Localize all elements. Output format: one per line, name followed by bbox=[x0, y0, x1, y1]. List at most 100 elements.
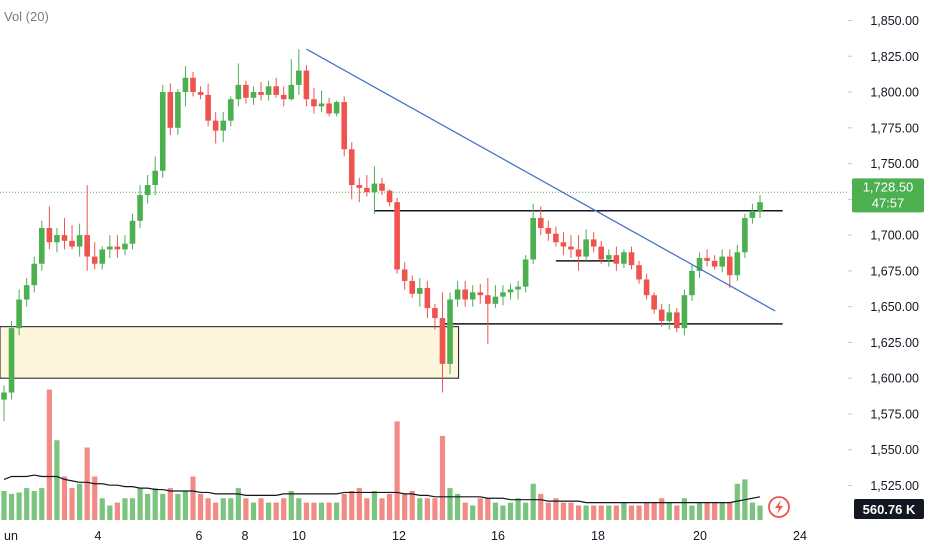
candle-body bbox=[303, 70, 310, 100]
demand-zone bbox=[0, 326, 460, 379]
volume-bar bbox=[689, 505, 695, 520]
candle-body bbox=[469, 292, 476, 300]
price-tick-label: 1,525.00 bbox=[870, 479, 919, 493]
candle bbox=[515, 280, 521, 300]
candle bbox=[560, 232, 567, 256]
candle bbox=[492, 285, 499, 309]
candle-body bbox=[91, 256, 98, 264]
volume-bar bbox=[24, 488, 30, 520]
volume-bar bbox=[734, 483, 740, 520]
candle-body bbox=[356, 185, 363, 188]
candle bbox=[114, 235, 121, 259]
volume-bar bbox=[349, 491, 355, 520]
candle bbox=[371, 166, 378, 214]
volume-bar bbox=[485, 498, 491, 520]
candle-body bbox=[386, 190, 393, 203]
volume-bar bbox=[1, 491, 7, 520]
candle-body bbox=[598, 246, 605, 260]
candle bbox=[356, 177, 363, 203]
candle-body bbox=[122, 243, 128, 250]
volume-bar bbox=[167, 488, 173, 520]
candle-body bbox=[235, 84, 242, 100]
candle bbox=[364, 175, 370, 197]
candle-body bbox=[621, 252, 627, 264]
candle bbox=[273, 77, 279, 98]
candle bbox=[250, 86, 257, 105]
candle bbox=[545, 220, 552, 241]
candle-body bbox=[575, 249, 582, 257]
volume-bar bbox=[719, 502, 725, 520]
candle bbox=[583, 229, 589, 261]
candle bbox=[84, 185, 90, 271]
candle-body bbox=[477, 292, 484, 296]
volume-bar bbox=[250, 502, 257, 520]
candle-body bbox=[696, 258, 703, 271]
volume-bar bbox=[492, 502, 498, 520]
volume-value: 560.76 K bbox=[863, 502, 916, 517]
volume-bar bbox=[371, 491, 378, 520]
candle bbox=[696, 252, 703, 279]
volume-bar bbox=[334, 502, 340, 520]
candle bbox=[689, 263, 695, 301]
volume-bar bbox=[31, 491, 37, 520]
volume-bar bbox=[92, 476, 98, 520]
candle-body bbox=[742, 217, 748, 253]
candle bbox=[711, 255, 718, 270]
volume-bar bbox=[477, 498, 483, 520]
time-tick-label: 16 bbox=[491, 529, 505, 543]
candle bbox=[228, 96, 234, 127]
candle-body bbox=[545, 227, 552, 234]
indicator-label: Vol (20) bbox=[4, 9, 49, 24]
candle bbox=[643, 273, 650, 300]
volume-bar bbox=[356, 488, 362, 520]
candle bbox=[575, 235, 582, 271]
candle-body bbox=[265, 86, 272, 95]
volume-bar bbox=[386, 493, 393, 520]
candle bbox=[91, 242, 98, 270]
candle-body bbox=[613, 255, 620, 264]
candle bbox=[432, 303, 438, 330]
price-tick-label: 1,850.00 bbox=[870, 14, 919, 28]
candle-body bbox=[129, 220, 136, 244]
trendline bbox=[306, 48, 776, 312]
candle-body bbox=[167, 92, 174, 128]
candle-body bbox=[658, 309, 665, 321]
candle bbox=[159, 84, 166, 178]
volume-bar bbox=[197, 493, 204, 520]
candle-body bbox=[507, 289, 514, 293]
candle-body bbox=[734, 252, 741, 276]
candle-body bbox=[726, 256, 733, 276]
volume-bar bbox=[129, 498, 136, 520]
candle-body bbox=[348, 149, 355, 186]
price-tick-label: 1,550.00 bbox=[870, 443, 919, 457]
candle bbox=[621, 249, 627, 269]
volume-bar bbox=[213, 502, 219, 520]
candle bbox=[296, 49, 302, 95]
candle bbox=[613, 246, 620, 271]
candle-body bbox=[182, 77, 189, 93]
lightning-icon[interactable] bbox=[768, 496, 790, 518]
candle bbox=[606, 249, 612, 267]
candle-body bbox=[454, 289, 461, 300]
candle bbox=[439, 292, 446, 393]
volume-bar bbox=[318, 502, 325, 520]
candle bbox=[326, 97, 332, 117]
volume-bar bbox=[757, 505, 763, 520]
candle-body bbox=[711, 260, 718, 267]
candle bbox=[409, 275, 416, 299]
candle bbox=[681, 289, 688, 336]
candle bbox=[333, 100, 340, 117]
candle-body bbox=[568, 246, 574, 250]
volume-bar bbox=[447, 488, 453, 520]
candle bbox=[76, 223, 83, 257]
candle bbox=[417, 278, 423, 307]
volume-bar bbox=[523, 502, 529, 520]
candle-body bbox=[23, 285, 30, 300]
current-price-value: 1,728.50 bbox=[863, 179, 914, 194]
volume-bar bbox=[530, 483, 536, 520]
candle-body bbox=[394, 202, 400, 270]
volume-bar bbox=[266, 502, 272, 520]
candle-body bbox=[515, 286, 521, 290]
